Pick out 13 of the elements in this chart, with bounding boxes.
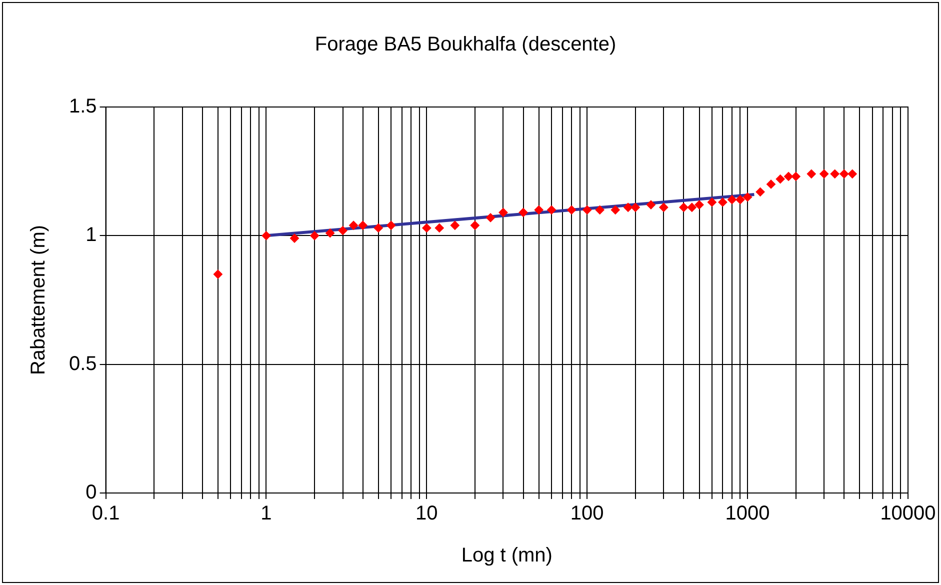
- y-tick-label: 1.5: [68, 96, 97, 118]
- x-tick-label: 1000: [725, 502, 770, 525]
- x-tick-label: 0.1: [92, 502, 120, 525]
- y-tick-label: 0: [86, 482, 97, 504]
- x-tick-label: 10: [416, 502, 438, 525]
- y-axis-title: Rabattement (m): [28, 224, 50, 376]
- chart-title: Forage BA5 Boukhalfa (descente): [314, 34, 616, 56]
- y-tick-label: 1: [86, 224, 97, 246]
- x-tick-label: 1: [260, 502, 272, 525]
- x-tick-label: 10000: [880, 502, 936, 525]
- x-axis-title: Log t (mn): [461, 544, 552, 567]
- x-tick-label: 100: [570, 502, 604, 525]
- y-tick-label: 0.5: [68, 352, 97, 375]
